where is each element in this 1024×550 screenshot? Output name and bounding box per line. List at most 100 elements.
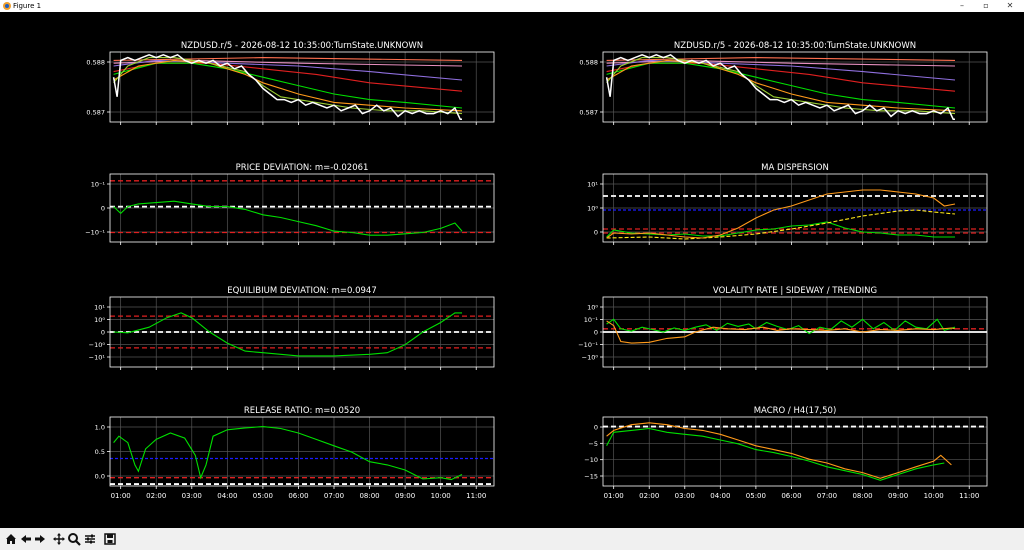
series-line <box>113 57 463 115</box>
series-line <box>606 57 956 61</box>
x-tick-label: 09:00 <box>395 492 415 500</box>
chart-title: PRICE DEVIATION: m=-0.02061 <box>236 163 369 173</box>
series-line <box>112 53 462 120</box>
chart-panel-5: EQUILIBIUM DEVIATION: m=0.0947 10¹ 10⁰ 0 −10… <box>89 286 495 370</box>
y-tick-label: −15 <box>584 473 598 481</box>
y-tick-label: 10⁰ <box>94 316 105 324</box>
configure-icon[interactable] <box>83 531 97 547</box>
series-line <box>113 62 463 92</box>
series-line <box>113 59 463 112</box>
axes-frame <box>109 51 495 123</box>
series-line <box>605 53 955 120</box>
series-line <box>606 318 956 335</box>
chart-panel-1: NZDUSD.r/5 - 2026-08-12 10:35:00:TurnSta… <box>86 41 495 125</box>
series-line <box>113 200 463 236</box>
series-line <box>606 422 952 479</box>
y-tick-label: −10 <box>584 456 598 464</box>
series-line <box>606 427 945 481</box>
axes-frame <box>602 416 988 487</box>
home-icon[interactable] <box>4 531 18 547</box>
chart-title: RELEASE RATIO: m=0.0520 <box>244 406 360 416</box>
series-line <box>606 59 956 81</box>
x-tick-label: 09:00 <box>888 492 908 500</box>
series-line <box>113 59 463 81</box>
y-tick-label: 0.587 <box>579 109 598 117</box>
x-tick-label: 03:00 <box>675 492 695 500</box>
chart-panel-2: NZDUSD.r/5 - 2026-08-12 10:35:00:TurnSta… <box>579 41 988 125</box>
y-tick-label: 0 <box>101 205 105 213</box>
y-tick-label: 10⁻¹ <box>91 181 106 189</box>
y-tick-label: −10⁰ <box>89 341 106 349</box>
y-tick-label: −10⁰ <box>582 354 599 362</box>
series-line <box>606 62 956 92</box>
maximize-button[interactable]: ▫ <box>983 1 989 10</box>
pan-icon[interactable] <box>52 531 66 547</box>
x-tick-label: 06:00 <box>781 492 801 500</box>
x-tick-label: 11:00 <box>466 492 486 500</box>
figure-canvas[interactable]: NZDUSD.r/5 - 2026-08-12 10:35:00:TurnSta… <box>0 12 1024 528</box>
x-tick-label: 01:00 <box>111 492 131 500</box>
zoom-icon[interactable] <box>67 531 81 547</box>
y-tick-label: 0 <box>594 424 598 432</box>
y-tick-label: −10⁻¹ <box>578 341 598 349</box>
series-line <box>113 426 463 481</box>
y-tick-label: 10¹ <box>94 304 105 312</box>
series-line <box>606 59 956 112</box>
series-line <box>606 320 956 344</box>
y-tick-label: −10⁻¹ <box>85 229 105 237</box>
matplotlib-logo-icon <box>3 2 11 10</box>
series-line <box>606 221 955 238</box>
save-icon[interactable] <box>103 531 117 547</box>
x-tick-label: 03:00 <box>182 492 202 500</box>
x-tick-label: 11:00 <box>959 492 979 500</box>
series-line <box>606 209 956 240</box>
x-tick-label: 06:00 <box>288 492 308 500</box>
series-line <box>606 62 956 109</box>
x-tick-label: 10:00 <box>431 492 451 500</box>
y-tick-label: 0.588 <box>579 59 598 67</box>
chart-title: NZDUSD.r/5 - 2026-08-12 10:35:00:TurnSta… <box>181 41 423 51</box>
close-button[interactable]: ✕ <box>1006 1 1014 10</box>
y-tick-label: 0.5 <box>95 448 105 456</box>
chart-title: EQUILIBIUM DEVIATION: m=0.0947 <box>227 286 376 296</box>
minimize-button[interactable]: – <box>960 1 964 10</box>
x-tick-label: 08:00 <box>852 492 872 500</box>
x-tick-label: 07:00 <box>817 492 837 500</box>
x-tick-label: 01:00 <box>604 492 624 500</box>
y-tick-label: 1.0 <box>95 424 105 432</box>
axes-frame <box>602 51 988 123</box>
x-tick-label: 07:00 <box>324 492 344 500</box>
y-tick-label: 0 <box>594 229 598 237</box>
series-line <box>113 62 463 109</box>
chart-panel-8: MACRO / H4(17,50) 0 −5 −10 −15 <box>584 406 988 489</box>
chart-title: MA DISPERSION <box>761 163 829 173</box>
y-tick-label: −5 <box>588 440 598 448</box>
forward-icon[interactable] <box>33 531 47 547</box>
y-tick-label: 0 <box>594 329 598 337</box>
chart-panel-7: RELEASE RATIO: m=0.0520 1.0 0.5 0.0 <box>95 406 495 489</box>
y-tick-label: 10⁰ <box>587 205 598 213</box>
series-line <box>113 59 463 67</box>
x-tick-label: 04:00 <box>710 492 730 500</box>
chart-panel-4: MA DISPERSION 10¹ 10⁰ 0 <box>587 163 988 245</box>
x-tick-label: 05:00 <box>746 492 766 500</box>
y-tick-label: 10¹ <box>587 181 598 189</box>
chart-panel-6: VOLALITY RATE | SIDEWAY / TRENDING 10⁰ 10⁻… <box>578 286 988 370</box>
series-line <box>606 189 956 239</box>
back-icon[interactable] <box>19 531 33 547</box>
y-tick-label: 10⁰ <box>587 304 598 312</box>
x-tick-label: 05:00 <box>253 492 273 500</box>
series-line <box>113 312 462 357</box>
window-title: Figure 1 <box>13 2 42 10</box>
y-tick-label: −10¹ <box>89 354 106 362</box>
series-line <box>606 59 956 67</box>
y-tick-label: 0.0 <box>95 473 105 481</box>
y-tick-label: 0.587 <box>86 109 105 117</box>
navigation-toolbar <box>0 528 1024 550</box>
series-line <box>113 57 463 61</box>
chart-title: MACRO / H4(17,50) <box>754 406 837 416</box>
x-tick-label: 10:00 <box>924 492 944 500</box>
y-tick-label: 10⁻¹ <box>584 316 599 324</box>
chart-title: VOLALITY RATE | SIDEWAY / TRENDING <box>713 286 877 296</box>
chart-title: NZDUSD.r/5 - 2026-08-12 10:35:00:TurnSta… <box>674 41 916 51</box>
